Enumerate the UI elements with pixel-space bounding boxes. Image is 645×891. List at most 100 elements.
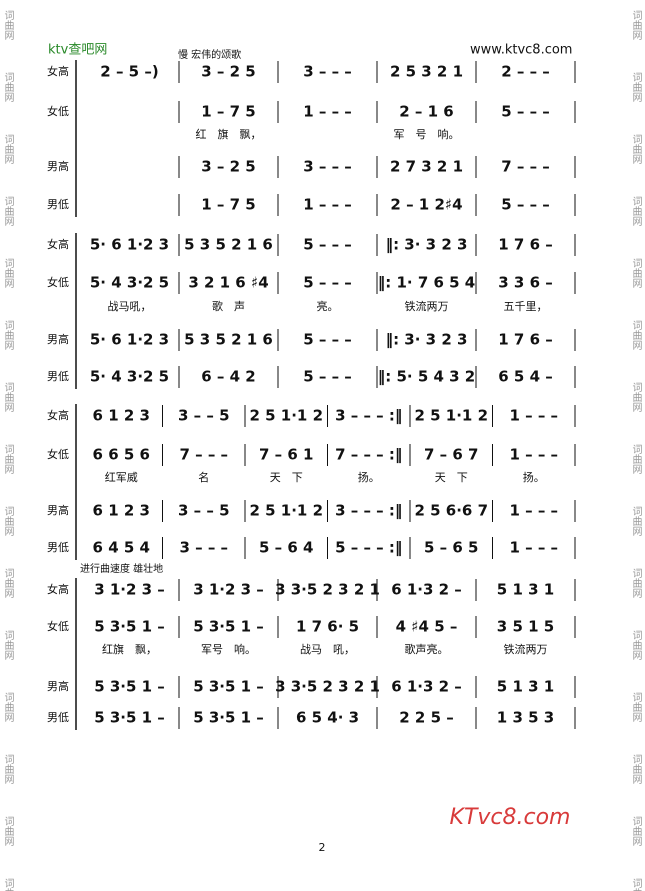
tempo: 慢 宏伟的颂歌: [178, 48, 241, 61]
measure-notes: 3 – – – :‖: [335, 502, 402, 521]
measure-notes: 5· 6 1·2 3: [90, 236, 169, 254]
side-mark: 词曲网: [2, 10, 14, 41]
lyric: 军号 响。: [201, 643, 256, 656]
measure-notes: 5 – – –: [303, 274, 352, 292]
measure-notes: 3 1·2 3 –: [193, 581, 264, 599]
voice-label: 女低: [47, 619, 69, 633]
measure-notes: 5 – – –: [303, 368, 352, 386]
measure-notes: 3 – – –: [303, 158, 352, 176]
measure-notes: 2 – 1 2♯4: [390, 196, 462, 214]
measure-notes: 3 – – 5: [178, 502, 230, 520]
side-mark: 词曲网: [2, 754, 14, 785]
side-mark: 词曲网: [2, 630, 14, 661]
side-mark: 词曲网: [630, 196, 642, 227]
measure-notes: 5 – – –: [501, 103, 550, 121]
measure-notes: 6 1 2 3: [93, 502, 150, 520]
measure-notes: 5· 6 1·2 3: [90, 331, 169, 349]
side-mark: 词曲网: [2, 382, 14, 413]
lyric: 铁流两万: [504, 642, 548, 656]
side-mark: 词曲网: [2, 816, 14, 847]
side-mark: 词曲网: [630, 320, 642, 351]
measure-notes: 3 5 1 5: [497, 618, 554, 636]
measure-notes: 2 – 1 6: [399, 103, 453, 121]
measure-notes: 5 – – –: [303, 236, 352, 254]
measure-notes: 3 – – –: [303, 63, 352, 81]
side-mark: 词曲网: [630, 754, 642, 785]
side-mark: 词曲网: [630, 444, 642, 475]
side-mark: 词曲网: [630, 258, 642, 289]
lyric: 五千里，: [504, 300, 548, 313]
side-mark: 词曲网: [630, 630, 642, 661]
measure-notes: 7 – – –: [179, 446, 228, 464]
measure-notes: 5 3·5 1 –: [94, 678, 165, 696]
measure-notes: 5 3·5 1 –: [94, 709, 165, 727]
measure-notes: 1 – 7 5: [201, 196, 255, 214]
measure-notes: 5 3·5 1 –: [94, 618, 165, 636]
measure-notes: 3 3·5 2 3 2 1: [275, 581, 380, 599]
lyric: 歌 声: [212, 299, 245, 313]
measure-notes: 6 1·3 2 –: [391, 581, 462, 599]
measure-notes: 7 – – –: [501, 158, 550, 176]
voice-label: 女高: [47, 582, 69, 596]
measure-notes: 2 2 5 –: [399, 709, 453, 727]
measure-notes: 7 – 6 1: [259, 446, 313, 464]
side-mark: 词曲网: [630, 382, 642, 413]
measure-notes: 5 – – –: [303, 331, 352, 349]
measure-notes: 1 – – –: [509, 502, 558, 520]
lyric: 扬。: [358, 470, 380, 484]
side-mark: 词曲网: [630, 10, 642, 41]
voice-label: 女高: [47, 408, 69, 422]
lyric: 歌声亮。: [405, 642, 449, 656]
measure-notes: 1 – – –: [303, 103, 352, 121]
lyric: 天 下: [435, 471, 468, 484]
measure-notes: 5 – – –: [501, 196, 550, 214]
measure-notes: 5 3·5 1 –: [193, 709, 264, 727]
side-mark: 词曲网: [630, 72, 642, 103]
site-right: www.ktvc8.com: [470, 43, 572, 58]
side-mark: 词曲网: [630, 878, 642, 891]
voice-label: 男高: [47, 332, 69, 346]
measure-notes: ‖: 5· 5 4 3 2: [378, 368, 476, 387]
measure-notes: 1 7 6 –: [498, 331, 552, 349]
side-mark: 词曲网: [630, 506, 642, 537]
lyric: 铁流两万: [405, 299, 449, 313]
measure-notes: 2 5 1·1 2: [414, 407, 488, 425]
lyric: 天 下: [270, 471, 303, 484]
measure-notes: 1 – – –: [509, 446, 558, 464]
lyric: 红旗 飘，: [102, 642, 157, 656]
voice-label: 男高: [47, 159, 69, 173]
measure-notes: 2 – – –: [501, 63, 550, 81]
measure-notes: 5 1 3 1: [497, 678, 554, 696]
side-mark: 词曲网: [2, 196, 14, 227]
lyric: 名: [198, 470, 209, 484]
measure-notes: 6 – 4 2: [201, 368, 255, 386]
measure-notes: 2 5 1·1 2: [249, 407, 323, 425]
measure-notes: 2 5 1·1 2: [249, 502, 323, 520]
side-mark: 词曲网: [2, 692, 14, 723]
measure-notes: 5 – – – :‖: [335, 539, 402, 558]
lyric: 军 号 响。: [394, 128, 460, 141]
logo: KTvc8.com: [450, 805, 571, 830]
lyric: 战马吼，: [108, 300, 152, 313]
page-number: 2: [319, 841, 326, 854]
lyric: 战马 吼，: [300, 643, 355, 656]
side-mark: 词曲网: [630, 816, 642, 847]
lyric: 红军威: [105, 471, 138, 484]
side-mark: 词曲网: [2, 568, 14, 599]
side-mark: 词曲网: [2, 320, 14, 351]
measure-notes: 5 3 5 2 1 6: [184, 331, 273, 349]
side-mark: 词曲网: [2, 258, 14, 289]
measure-notes: 2 7 3 2 1: [390, 158, 463, 176]
measure-notes: 6 6 5 6: [93, 446, 150, 464]
measure-notes: 3 3 6 –: [498, 274, 552, 292]
measure-notes: 1 – 7 5: [201, 103, 255, 121]
measure-notes: 6 5 4· 3: [296, 709, 359, 727]
measure-notes: 2 – 5 –): [100, 63, 158, 81]
measure-notes: 2 5 6·6 7: [414, 502, 488, 520]
measure-notes: 1 7 6 –: [498, 236, 552, 254]
measure-notes: 5 – 6 4: [259, 539, 313, 557]
measure-notes: 3 2 1 6 ♯4: [188, 274, 268, 292]
side-mark: 词曲网: [630, 568, 642, 599]
